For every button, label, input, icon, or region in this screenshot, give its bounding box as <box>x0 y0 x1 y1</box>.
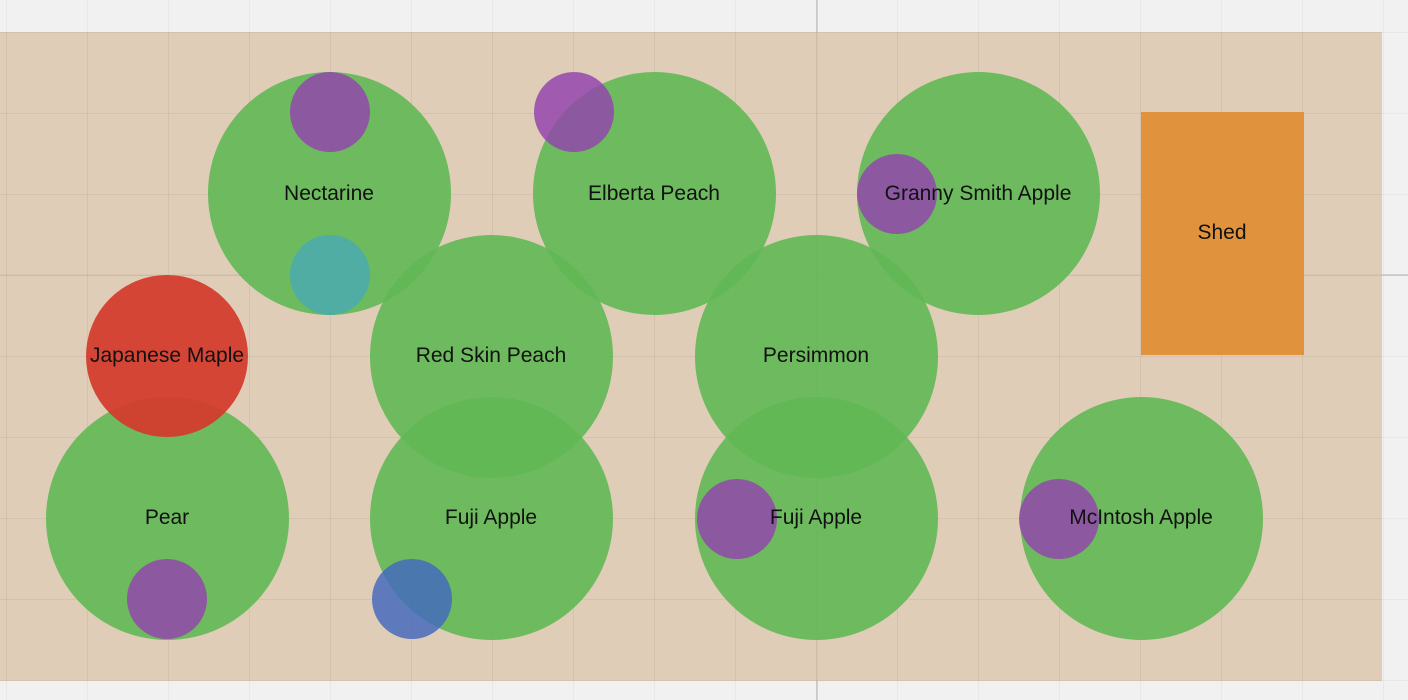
label-japanese-maple: Japanese Maple <box>89 344 245 367</box>
label-elberta-peach: Elberta Peach <box>588 182 720 205</box>
shed[interactable] <box>1141 112 1304 355</box>
tree-japanese-maple[interactable] <box>86 275 248 437</box>
bush-teal[interactable] <box>290 235 370 315</box>
bush-purple[interactable] <box>127 559 207 639</box>
bush-purple[interactable] <box>534 72 614 152</box>
bush-purple[interactable] <box>1019 479 1099 559</box>
label-fuji-apple: Fuji Apple <box>444 506 538 529</box>
label-nectarine: Nectarine <box>284 182 374 205</box>
bush-purple[interactable] <box>697 479 777 559</box>
label-pear: Pear <box>144 506 190 529</box>
label-red-skin-peach: Red Skin Peach <box>415 344 567 367</box>
label-granny-smith-apple: Granny Smith Apple <box>884 182 1072 205</box>
bush-purple[interactable] <box>290 72 370 152</box>
label-shed: Shed <box>1197 221 1247 244</box>
label-persimmon: Persimmon <box>762 344 870 367</box>
label-fuji-apple: Fuji Apple <box>769 506 863 529</box>
bush-blue[interactable] <box>372 559 452 639</box>
bush-purple[interactable] <box>857 154 937 234</box>
label-mcintosh-apple: McIntosh Apple <box>1069 506 1213 529</box>
